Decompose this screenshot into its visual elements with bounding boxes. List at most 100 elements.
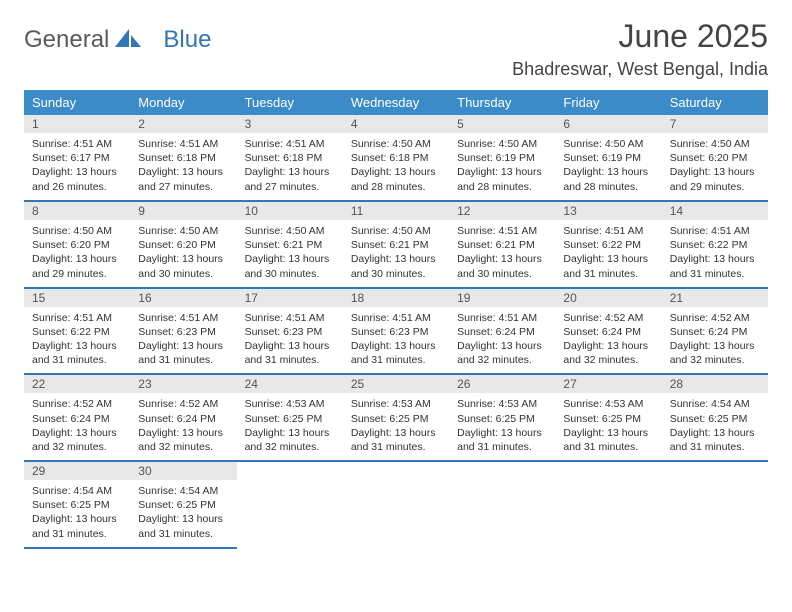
day-number: 8 (24, 202, 130, 220)
weekday-header: Thursday (449, 90, 555, 115)
day-number: 3 (237, 115, 343, 133)
month-title: June 2025 (512, 18, 768, 55)
calendar-cell: 3Sunrise: 4:51 AMSunset: 6:18 PMDaylight… (237, 115, 343, 201)
day-content: Sunrise: 4:51 AMSunset: 6:22 PMDaylight:… (555, 220, 661, 287)
calendar-cell: 13Sunrise: 4:51 AMSunset: 6:22 PMDayligh… (555, 201, 661, 288)
calendar-cell (555, 461, 661, 548)
day-content: Sunrise: 4:51 AMSunset: 6:23 PMDaylight:… (343, 307, 449, 374)
day-number: 22 (24, 375, 130, 393)
day-content: Sunrise: 4:51 AMSunset: 6:18 PMDaylight:… (237, 133, 343, 200)
calendar-row: 22Sunrise: 4:52 AMSunset: 6:24 PMDayligh… (24, 374, 768, 461)
day-content: Sunrise: 4:52 AMSunset: 6:24 PMDaylight:… (555, 307, 661, 374)
calendar-cell: 2Sunrise: 4:51 AMSunset: 6:18 PMDaylight… (130, 115, 236, 201)
weekday-header-row: Sunday Monday Tuesday Wednesday Thursday… (24, 90, 768, 115)
calendar-cell: 28Sunrise: 4:54 AMSunset: 6:25 PMDayligh… (662, 374, 768, 461)
weekday-header: Tuesday (237, 90, 343, 115)
calendar-cell: 17Sunrise: 4:51 AMSunset: 6:23 PMDayligh… (237, 288, 343, 375)
day-number: 28 (662, 375, 768, 393)
day-number: 1 (24, 115, 130, 133)
calendar-row: 15Sunrise: 4:51 AMSunset: 6:22 PMDayligh… (24, 288, 768, 375)
calendar-cell (662, 461, 768, 548)
calendar-row: 1Sunrise: 4:51 AMSunset: 6:17 PMDaylight… (24, 115, 768, 201)
brand-logo: General Blue (24, 26, 211, 54)
location: Bhadreswar, West Bengal, India (512, 59, 768, 80)
day-number: 5 (449, 115, 555, 133)
day-number: 24 (237, 375, 343, 393)
brand-part2: Blue (163, 26, 211, 54)
day-content: Sunrise: 4:50 AMSunset: 6:21 PMDaylight:… (343, 220, 449, 287)
calendar-cell (343, 461, 449, 548)
calendar-cell: 21Sunrise: 4:52 AMSunset: 6:24 PMDayligh… (662, 288, 768, 375)
calendar-cell: 22Sunrise: 4:52 AMSunset: 6:24 PMDayligh… (24, 374, 130, 461)
day-number: 23 (130, 375, 236, 393)
calendar-cell: 24Sunrise: 4:53 AMSunset: 6:25 PMDayligh… (237, 374, 343, 461)
day-number: 26 (449, 375, 555, 393)
day-number: 11 (343, 202, 449, 220)
calendar-cell: 23Sunrise: 4:52 AMSunset: 6:24 PMDayligh… (130, 374, 236, 461)
day-number: 15 (24, 289, 130, 307)
calendar-cell: 29Sunrise: 4:54 AMSunset: 6:25 PMDayligh… (24, 461, 130, 548)
day-content: Sunrise: 4:50 AMSunset: 6:20 PMDaylight:… (24, 220, 130, 287)
day-number: 20 (555, 289, 661, 307)
calendar-cell: 10Sunrise: 4:50 AMSunset: 6:21 PMDayligh… (237, 201, 343, 288)
calendar-cell: 16Sunrise: 4:51 AMSunset: 6:23 PMDayligh… (130, 288, 236, 375)
day-number: 16 (130, 289, 236, 307)
calendar-cell: 8Sunrise: 4:50 AMSunset: 6:20 PMDaylight… (24, 201, 130, 288)
day-number: 21 (662, 289, 768, 307)
day-number: 6 (555, 115, 661, 133)
day-number: 7 (662, 115, 768, 133)
calendar-cell: 18Sunrise: 4:51 AMSunset: 6:23 PMDayligh… (343, 288, 449, 375)
day-content: Sunrise: 4:50 AMSunset: 6:20 PMDaylight:… (662, 133, 768, 200)
day-content: Sunrise: 4:54 AMSunset: 6:25 PMDaylight:… (662, 393, 768, 460)
day-content: Sunrise: 4:50 AMSunset: 6:21 PMDaylight:… (237, 220, 343, 287)
calendar-row: 8Sunrise: 4:50 AMSunset: 6:20 PMDaylight… (24, 201, 768, 288)
day-content: Sunrise: 4:54 AMSunset: 6:25 PMDaylight:… (24, 480, 130, 547)
calendar-row: 29Sunrise: 4:54 AMSunset: 6:25 PMDayligh… (24, 461, 768, 548)
day-number: 18 (343, 289, 449, 307)
weekday-header: Sunday (24, 90, 130, 115)
weekday-header: Saturday (662, 90, 768, 115)
calendar-cell: 7Sunrise: 4:50 AMSunset: 6:20 PMDaylight… (662, 115, 768, 201)
day-content: Sunrise: 4:51 AMSunset: 6:24 PMDaylight:… (449, 307, 555, 374)
day-number: 13 (555, 202, 661, 220)
day-content: Sunrise: 4:53 AMSunset: 6:25 PMDaylight:… (343, 393, 449, 460)
day-content: Sunrise: 4:50 AMSunset: 6:19 PMDaylight:… (449, 133, 555, 200)
day-content: Sunrise: 4:52 AMSunset: 6:24 PMDaylight:… (130, 393, 236, 460)
day-content: Sunrise: 4:51 AMSunset: 6:18 PMDaylight:… (130, 133, 236, 200)
calendar-cell: 9Sunrise: 4:50 AMSunset: 6:20 PMDaylight… (130, 201, 236, 288)
calendar-table: Sunday Monday Tuesday Wednesday Thursday… (24, 90, 768, 549)
day-content: Sunrise: 4:54 AMSunset: 6:25 PMDaylight:… (130, 480, 236, 547)
calendar-cell: 4Sunrise: 4:50 AMSunset: 6:18 PMDaylight… (343, 115, 449, 201)
day-number: 12 (449, 202, 555, 220)
calendar-cell: 15Sunrise: 4:51 AMSunset: 6:22 PMDayligh… (24, 288, 130, 375)
header: General Blue June 2025 Bhadreswar, West … (24, 18, 768, 80)
day-number: 17 (237, 289, 343, 307)
calendar-cell: 11Sunrise: 4:50 AMSunset: 6:21 PMDayligh… (343, 201, 449, 288)
calendar-cell: 12Sunrise: 4:51 AMSunset: 6:21 PMDayligh… (449, 201, 555, 288)
title-block: June 2025 Bhadreswar, West Bengal, India (512, 18, 768, 80)
day-content: Sunrise: 4:52 AMSunset: 6:24 PMDaylight:… (662, 307, 768, 374)
brand-sail-icon (115, 27, 141, 54)
weekday-header: Monday (130, 90, 236, 115)
day-content: Sunrise: 4:51 AMSunset: 6:23 PMDaylight:… (237, 307, 343, 374)
day-number: 10 (237, 202, 343, 220)
day-content: Sunrise: 4:53 AMSunset: 6:25 PMDaylight:… (555, 393, 661, 460)
day-content: Sunrise: 4:51 AMSunset: 6:17 PMDaylight:… (24, 133, 130, 200)
calendar-cell (237, 461, 343, 548)
day-number: 25 (343, 375, 449, 393)
day-content: Sunrise: 4:51 AMSunset: 6:21 PMDaylight:… (449, 220, 555, 287)
day-content: Sunrise: 4:52 AMSunset: 6:24 PMDaylight:… (24, 393, 130, 460)
day-number: 19 (449, 289, 555, 307)
calendar-cell: 25Sunrise: 4:53 AMSunset: 6:25 PMDayligh… (343, 374, 449, 461)
day-content: Sunrise: 4:51 AMSunset: 6:23 PMDaylight:… (130, 307, 236, 374)
day-number: 9 (130, 202, 236, 220)
calendar-cell: 6Sunrise: 4:50 AMSunset: 6:19 PMDaylight… (555, 115, 661, 201)
calendar-cell: 26Sunrise: 4:53 AMSunset: 6:25 PMDayligh… (449, 374, 555, 461)
calendar-cell (449, 461, 555, 548)
calendar-cell: 30Sunrise: 4:54 AMSunset: 6:25 PMDayligh… (130, 461, 236, 548)
day-content: Sunrise: 4:51 AMSunset: 6:22 PMDaylight:… (24, 307, 130, 374)
day-content: Sunrise: 4:50 AMSunset: 6:20 PMDaylight:… (130, 220, 236, 287)
day-number: 29 (24, 462, 130, 480)
calendar-body: 1Sunrise: 4:51 AMSunset: 6:17 PMDaylight… (24, 115, 768, 548)
day-number: 4 (343, 115, 449, 133)
